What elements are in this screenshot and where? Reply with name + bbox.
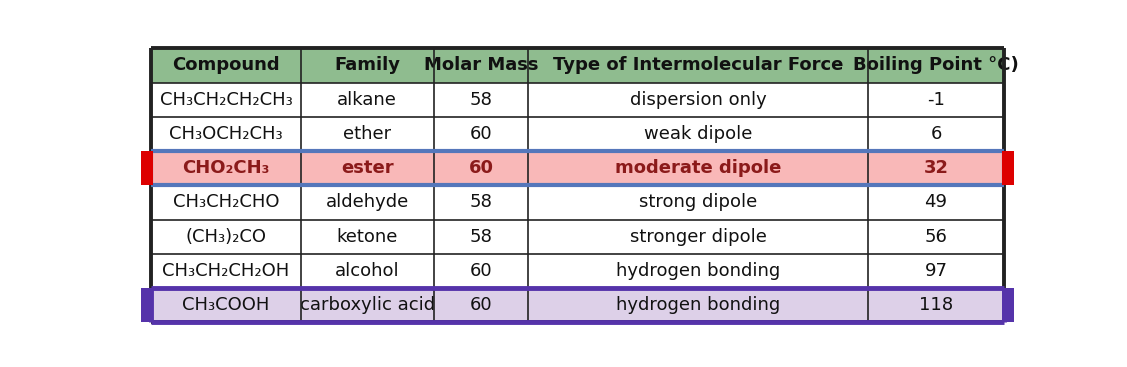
Bar xyxy=(151,254,301,288)
Bar xyxy=(434,185,529,219)
Bar xyxy=(301,83,434,117)
Text: alkane: alkane xyxy=(337,91,397,109)
Bar xyxy=(151,117,301,151)
Text: CH₃CH₂CH₂CH₃: CH₃CH₂CH₂CH₃ xyxy=(160,91,292,109)
Bar xyxy=(868,288,1004,322)
Text: CH₃COOH: CH₃COOH xyxy=(183,296,269,314)
Text: 60: 60 xyxy=(470,125,492,143)
Text: 118: 118 xyxy=(919,296,953,314)
Text: 58: 58 xyxy=(470,228,492,246)
Bar xyxy=(868,117,1004,151)
Bar xyxy=(434,288,529,322)
Text: carboxylic acid: carboxylic acid xyxy=(300,296,435,314)
Text: CHO₂CH₃: CHO₂CH₃ xyxy=(183,159,269,177)
Bar xyxy=(301,117,434,151)
Bar xyxy=(151,288,301,322)
Text: Type of Intermolecular Force: Type of Intermolecular Force xyxy=(553,57,843,75)
Text: 32: 32 xyxy=(923,159,949,177)
Text: ester: ester xyxy=(340,159,393,177)
Text: Family: Family xyxy=(335,57,400,75)
Bar xyxy=(868,185,1004,219)
Bar xyxy=(529,48,868,83)
Bar xyxy=(434,254,529,288)
Bar xyxy=(529,151,868,185)
Text: -1: -1 xyxy=(928,91,944,109)
Text: alcohol: alcohol xyxy=(335,262,400,280)
Bar xyxy=(529,288,868,322)
Text: stronger dipole: stronger dipole xyxy=(630,228,766,246)
Bar xyxy=(434,151,529,185)
Bar xyxy=(434,117,529,151)
Text: hydrogen bonding: hydrogen bonding xyxy=(616,296,780,314)
Bar xyxy=(868,219,1004,254)
Text: Molar Mass: Molar Mass xyxy=(424,57,538,75)
Text: aldehyde: aldehyde xyxy=(326,193,409,211)
Text: 60: 60 xyxy=(470,262,492,280)
Bar xyxy=(141,151,153,185)
Bar xyxy=(868,151,1004,185)
Bar xyxy=(529,117,868,151)
Bar xyxy=(868,48,1004,83)
Text: ether: ether xyxy=(343,125,391,143)
Bar xyxy=(434,83,529,117)
Text: ketone: ketone xyxy=(337,228,398,246)
Bar xyxy=(1002,151,1014,185)
Text: Boiling Point °C): Boiling Point °C) xyxy=(853,57,1019,75)
Bar xyxy=(151,219,301,254)
Bar xyxy=(141,288,153,322)
Bar xyxy=(1002,288,1014,322)
Text: CH₃CH₂CH₂OH: CH₃CH₂CH₂OH xyxy=(162,262,290,280)
Bar xyxy=(301,185,434,219)
Bar xyxy=(151,151,301,185)
Text: 58: 58 xyxy=(470,193,492,211)
Text: (CH₃)₂CO: (CH₃)₂CO xyxy=(186,228,267,246)
Bar xyxy=(529,219,868,254)
Bar xyxy=(529,254,868,288)
Text: 6: 6 xyxy=(930,125,942,143)
Text: CH₃CH₂CHO: CH₃CH₂CHO xyxy=(172,193,279,211)
Text: 97: 97 xyxy=(924,262,948,280)
Bar xyxy=(301,48,434,83)
Bar xyxy=(434,219,529,254)
Text: 60: 60 xyxy=(469,159,494,177)
Text: dispersion only: dispersion only xyxy=(630,91,766,109)
Bar xyxy=(151,48,301,83)
Text: moderate dipole: moderate dipole xyxy=(615,159,781,177)
Text: Compound: Compound xyxy=(172,57,279,75)
Bar xyxy=(151,185,301,219)
Text: weak dipole: weak dipole xyxy=(644,125,753,143)
Bar xyxy=(868,254,1004,288)
Bar xyxy=(434,48,529,83)
Text: 58: 58 xyxy=(470,91,492,109)
Text: 60: 60 xyxy=(470,296,492,314)
Bar xyxy=(868,83,1004,117)
Text: 56: 56 xyxy=(924,228,948,246)
Bar xyxy=(301,254,434,288)
Bar xyxy=(529,185,868,219)
Text: 49: 49 xyxy=(924,193,948,211)
Bar xyxy=(301,288,434,322)
Text: CH₃OCH₂CH₃: CH₃OCH₂CH₃ xyxy=(169,125,283,143)
Bar xyxy=(301,151,434,185)
Text: strong dipole: strong dipole xyxy=(639,193,757,211)
Bar xyxy=(151,83,301,117)
Bar xyxy=(529,83,868,117)
Bar xyxy=(301,219,434,254)
Text: hydrogen bonding: hydrogen bonding xyxy=(616,262,780,280)
